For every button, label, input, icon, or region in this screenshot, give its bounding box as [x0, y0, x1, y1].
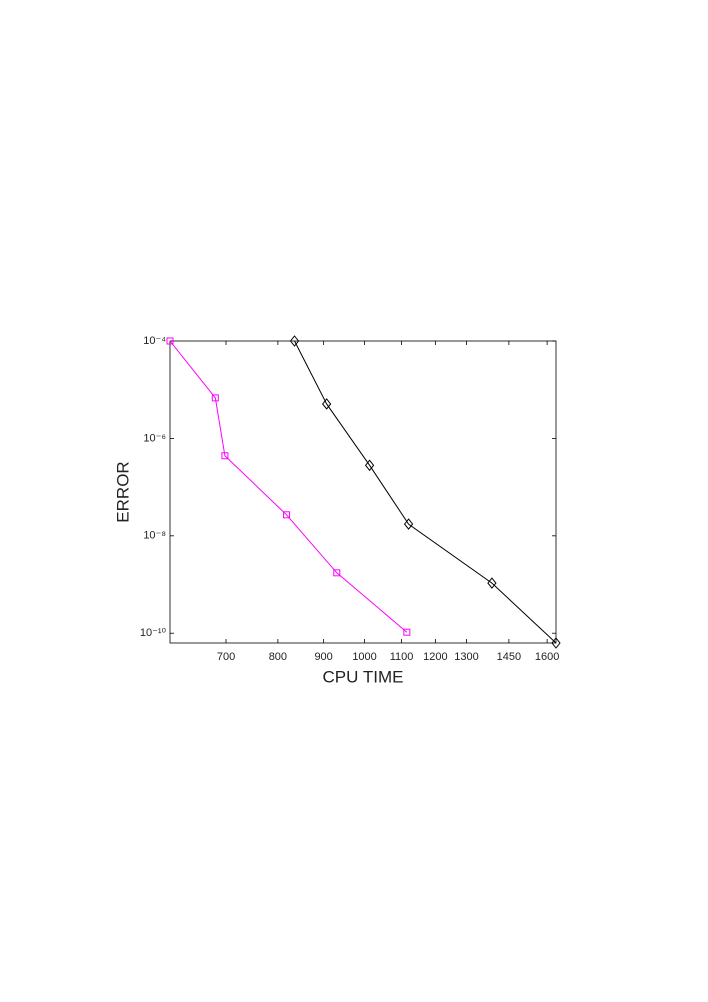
marker [211, 394, 219, 402]
series-line [169, 340, 408, 633]
x-tick-label: 1000 [352, 651, 376, 663]
y-tick-label: 10⁻⁴ [143, 335, 166, 347]
x-tick-label: 1600 [535, 651, 559, 663]
marker [551, 637, 561, 649]
marker [166, 337, 174, 345]
y-axis-title: ERROR [113, 461, 132, 522]
x-tick-label: 700 [217, 651, 235, 663]
marker [403, 518, 414, 530]
x-tick-label: 1450 [497, 651, 521, 663]
x-tick-label: 1300 [454, 651, 478, 663]
x-tick-label: 900 [314, 651, 332, 663]
x-tick-label: 1200 [423, 651, 447, 663]
marker [221, 452, 229, 460]
marker [403, 628, 411, 636]
marker [487, 577, 497, 589]
y-tick-label: 10⁻⁶ [143, 432, 166, 444]
marker [289, 335, 300, 347]
x-tick-label: 1100 [390, 651, 414, 663]
x-axis-title: CPU TIME [323, 667, 404, 686]
marker [364, 459, 375, 472]
series-line [294, 340, 557, 644]
x-tick-label: 800 [269, 651, 287, 663]
plot-frame [169, 340, 557, 644]
y-tick-label: 10⁻¹⁰ [140, 627, 167, 639]
marker [321, 398, 332, 410]
y-tick-label: 10⁻⁸ [143, 530, 166, 542]
marker [283, 511, 291, 519]
marker [333, 569, 341, 577]
